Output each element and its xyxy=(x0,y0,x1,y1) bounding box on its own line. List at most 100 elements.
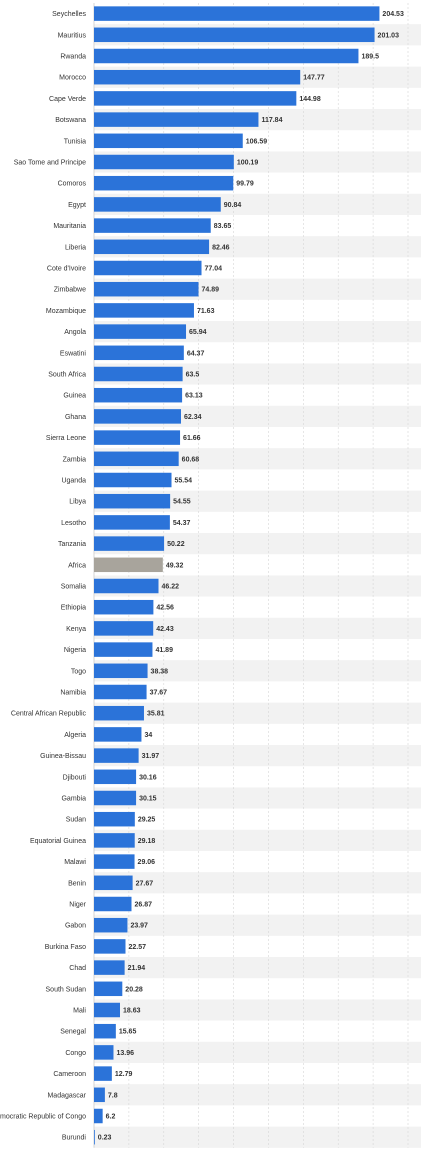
value-label: 54.37 xyxy=(173,520,191,527)
row-stripe xyxy=(94,575,421,597)
category-label: Rwanda xyxy=(60,54,86,61)
category-label: Algeria xyxy=(64,732,86,739)
value-label: 106.59 xyxy=(246,138,268,145)
row-stripe xyxy=(94,999,421,1021)
category-label: Malawi xyxy=(64,859,86,866)
category-label: Burundi xyxy=(62,1135,87,1142)
value-label: 61.66 xyxy=(183,435,201,442)
category-label: South Africa xyxy=(48,372,86,379)
value-label: 22.57 xyxy=(128,944,146,951)
value-label: 90.84 xyxy=(224,202,242,209)
category-label: Seychelles xyxy=(52,11,86,18)
bar xyxy=(94,175,234,191)
row-stripe xyxy=(94,533,421,555)
category-label: Senegal xyxy=(60,1029,86,1036)
bar xyxy=(94,917,128,933)
value-label: 30.15 xyxy=(139,796,157,803)
row-stripe xyxy=(94,617,421,639)
bar xyxy=(94,811,135,827)
category-label: Sudan xyxy=(66,817,86,824)
bar xyxy=(94,324,187,339)
bar xyxy=(94,557,163,573)
bar xyxy=(94,663,148,679)
category-label: Benin xyxy=(68,880,86,887)
value-label: 41.89 xyxy=(155,647,173,654)
value-label: 144.98 xyxy=(299,96,321,103)
row-stripe xyxy=(94,787,421,809)
value-label: 201.03 xyxy=(378,32,400,39)
bar xyxy=(94,1087,105,1103)
category-label: Tanzania xyxy=(58,541,86,548)
row-stripe xyxy=(94,702,421,724)
bar xyxy=(94,960,125,975)
category-label: Sao Tome and Principe xyxy=(14,160,86,167)
value-label: 204.53 xyxy=(382,11,404,18)
category-label: Djibouti xyxy=(63,774,87,781)
value-label: 42.56 xyxy=(156,605,174,612)
value-label: 37.67 xyxy=(150,690,168,697)
category-label: Lesotho xyxy=(61,520,86,527)
value-label: 60.68 xyxy=(182,456,200,463)
category-label: Cote d'Ivoire xyxy=(47,266,86,273)
bar xyxy=(94,303,194,318)
category-label: Cameroon xyxy=(53,1071,86,1078)
bar xyxy=(94,790,137,806)
bar xyxy=(94,515,170,530)
category-label: Central African Republic xyxy=(11,711,87,718)
category-label: Gambia xyxy=(61,796,86,803)
value-label: 55.54 xyxy=(175,478,193,485)
value-label: 23.97 xyxy=(130,923,148,930)
category-label: Democratic Republic of Congo xyxy=(0,1114,86,1121)
row-stripe xyxy=(94,1041,421,1063)
bar xyxy=(94,6,380,21)
value-label: 74.89 xyxy=(202,287,220,294)
category-label: Ethiopia xyxy=(61,605,86,612)
category-label: Sierra Leone xyxy=(46,435,86,442)
row-stripe xyxy=(94,957,421,979)
value-label: 42.43 xyxy=(156,626,174,633)
category-label: Libya xyxy=(69,499,86,506)
bar xyxy=(94,154,234,170)
bar xyxy=(94,48,359,64)
value-label: 100.19 xyxy=(237,160,259,167)
value-label: 147.77 xyxy=(303,75,325,82)
bar xyxy=(94,939,126,954)
bar xyxy=(94,112,259,127)
row-stripe xyxy=(94,829,421,851)
value-label: 0.23 xyxy=(98,1135,112,1142)
value-label: 71.63 xyxy=(197,308,215,315)
category-label: Niger xyxy=(69,902,86,909)
value-label: 50.22 xyxy=(167,541,185,548)
value-label: 46.22 xyxy=(162,584,180,591)
value-label: 18.63 xyxy=(123,1008,141,1015)
value-label: 34 xyxy=(144,732,152,739)
category-label: Togo xyxy=(71,668,86,675)
row-stripe xyxy=(94,914,421,936)
value-label: 15.65 xyxy=(119,1029,137,1036)
bar xyxy=(94,854,135,869)
value-label: 29.25 xyxy=(138,817,156,824)
bar xyxy=(94,451,179,467)
value-label: 117.84 xyxy=(261,117,282,124)
bar xyxy=(94,599,154,615)
bar xyxy=(94,366,183,382)
bar xyxy=(94,1129,95,1145)
bar xyxy=(94,684,147,700)
bar xyxy=(94,727,142,742)
bar xyxy=(94,705,144,721)
category-label: Ghana xyxy=(65,414,86,421)
bar xyxy=(94,197,221,212)
value-label: 82.46 xyxy=(212,244,230,251)
category-label: Burkina Faso xyxy=(45,944,86,951)
category-label: Liberia xyxy=(65,244,86,251)
bar xyxy=(94,642,153,657)
value-label: 29.06 xyxy=(138,859,156,866)
bar xyxy=(94,1108,103,1124)
row-stripe xyxy=(94,1126,421,1148)
value-label: 189.5 xyxy=(361,54,379,61)
category-label: Morocco xyxy=(59,75,86,82)
bar xyxy=(94,1002,120,1018)
category-label: Mozambique xyxy=(46,308,86,315)
category-label: South Sudan xyxy=(46,986,87,993)
value-label: 65.94 xyxy=(189,329,207,336)
